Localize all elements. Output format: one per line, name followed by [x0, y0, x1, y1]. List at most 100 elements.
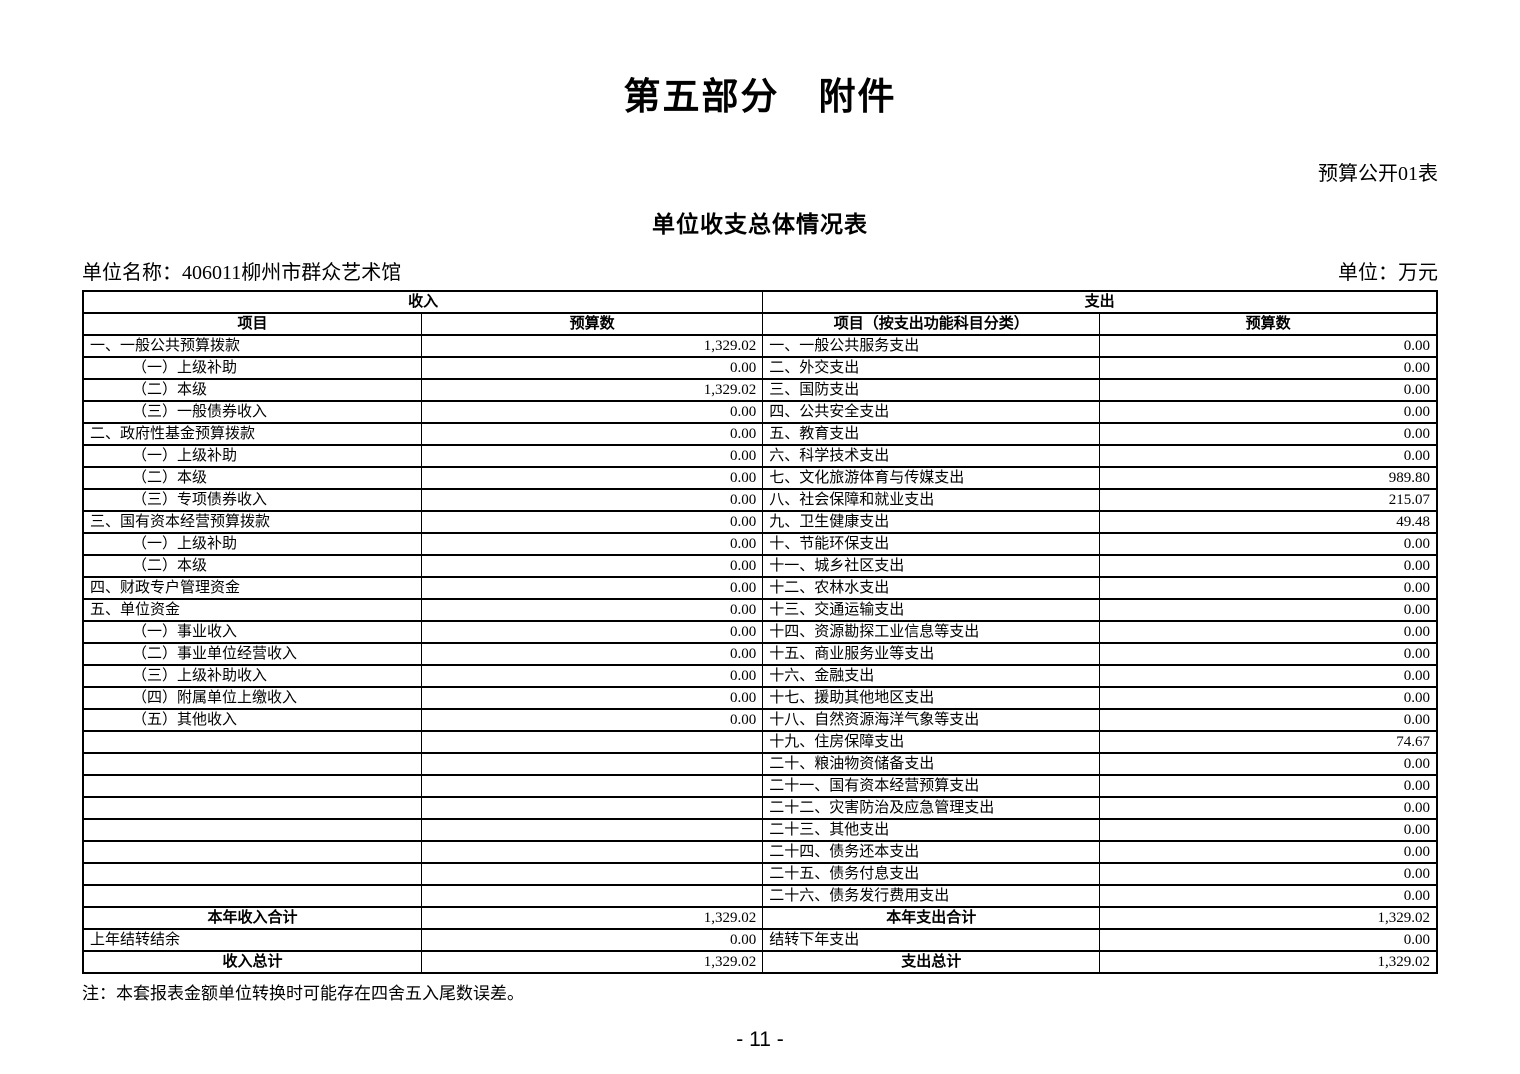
expense-value-cell: 0.00 [1099, 642, 1438, 666]
section-header-row: 收入 支出 [82, 290, 1438, 314]
sheet-number-label: 预算公开01表 [1318, 163, 1438, 185]
income-item-cell: （二）本级 [82, 554, 422, 578]
footnote: 注：本套报表金额单位转换时可能存在四舍五入尾数误差。 [82, 984, 524, 1003]
table-row: （二）本级 1,329.02 三、国防支出 0.00 [82, 378, 1438, 402]
expense-value-cell: 0.00 [1099, 620, 1438, 644]
currency-unit-label: 单位：万元 [1338, 262, 1438, 284]
expense-item-cell: 五、教育支出 [762, 422, 1101, 446]
table-title: 单位收支总体情况表 [652, 212, 868, 237]
budget-table-container: 收入 支出 项目 预算数 项目（按支出功能科目分类） 预算数 一、一般公共预算拨… [82, 290, 1438, 1004]
income-value-cell: 0.00 [420, 598, 764, 622]
expense-value-cell: 0.00 [1099, 884, 1438, 908]
expense-item-cell: 二、外交支出 [762, 356, 1101, 380]
expense-item-cell: 十六、金融支出 [762, 664, 1101, 688]
table-row: 二十二、灾害防治及应急管理支出 0.00 [82, 796, 1438, 820]
income-value-cell: 0.00 [420, 664, 764, 688]
income-value-cell [420, 818, 764, 842]
expense-item-cell: 四、公共安全支出 [762, 400, 1101, 424]
table-row: （四）附属单位上缴收入 0.00 十七、援助其他地区支出 0.00 [82, 686, 1438, 710]
income-item-cell [82, 862, 422, 886]
expense-value-cell: 49.48 [1099, 510, 1438, 534]
expense-item-cell: 结转下年支出 [762, 928, 1101, 952]
expense-item-cell: 二十四、债务还本支出 [762, 840, 1101, 864]
expense-item-cell: 支出总计 [762, 950, 1101, 974]
expense-item-cell: 十、节能环保支出 [762, 532, 1101, 556]
table-row: （一）上级补助 0.00 六、科学技术支出 0.00 [82, 444, 1438, 468]
table-row: （一）事业收入 0.00 十四、资源勘探工业信息等支出 0.00 [82, 620, 1438, 644]
income-value-cell [420, 796, 764, 820]
table-row: 一、一般公共预算拨款 1,329.02 一、一般公共服务支出 0.00 [82, 334, 1438, 358]
expense-item-cell: 八、社会保障和就业支出 [762, 488, 1101, 512]
income-item-column-header: 项目 [82, 312, 422, 336]
income-item-cell: （二）本级 [82, 378, 422, 402]
income-value-cell: 0.00 [420, 422, 764, 446]
expense-item-column-header: 项目（按支出功能科目分类） [762, 312, 1101, 336]
income-item-cell: （三）上级补助收入 [82, 664, 422, 688]
income-item-cell: （一）上级补助 [82, 444, 422, 468]
expense-item-cell: 六、科学技术支出 [762, 444, 1101, 468]
income-value-cell: 0.00 [420, 444, 764, 468]
expense-item-cell: 二十一、国有资本经营预算支出 [762, 774, 1101, 798]
expense-item-cell: 二十五、债务付息支出 [762, 862, 1101, 886]
expense-item-cell: 十三、交通运输支出 [762, 598, 1101, 622]
income-value-cell: 0.00 [420, 510, 764, 534]
income-item-cell: 上年结转结余 [82, 928, 422, 952]
income-item-cell [82, 884, 422, 908]
expense-section-header: 支出 [762, 290, 1438, 314]
summary-row: 上年结转结余 0.00 结转下年支出 0.00 [82, 928, 1438, 952]
expense-item-cell: 十五、商业服务业等支出 [762, 642, 1101, 666]
income-value-cell [420, 862, 764, 886]
income-value-cell: 0.00 [420, 686, 764, 710]
expense-item-cell: 二十三、其他支出 [762, 818, 1101, 842]
income-value-column-header: 预算数 [420, 312, 764, 336]
income-item-cell: 四、财政专户管理资金 [82, 576, 422, 600]
income-value-cell: 0.00 [420, 532, 764, 556]
income-section-header: 收入 [82, 290, 764, 314]
expense-value-cell: 0.00 [1099, 356, 1438, 380]
expense-value-cell: 0.00 [1099, 422, 1438, 446]
expense-item-cell: 本年支出合计 [762, 906, 1101, 930]
income-value-cell: 0.00 [420, 576, 764, 600]
expense-value-cell: 1,329.02 [1099, 906, 1438, 930]
income-value-cell: 0.00 [420, 928, 764, 952]
expense-value-cell: 0.00 [1099, 928, 1438, 952]
income-item-cell: 五、单位资金 [82, 598, 422, 622]
expense-item-cell: 一、一般公共服务支出 [762, 334, 1101, 358]
expense-value-cell: 0.00 [1099, 400, 1438, 424]
unit-info-row: 单位名称：406011柳州市群众艺术馆 单位：万元 [82, 256, 1438, 285]
income-value-cell: 0.00 [420, 554, 764, 578]
income-value-cell [420, 752, 764, 776]
expense-value-cell: 74.67 [1099, 730, 1438, 754]
income-item-cell: （三）一般债券收入 [82, 400, 422, 424]
expense-value-cell: 0.00 [1099, 576, 1438, 600]
table-row: （二）本级 0.00 十一、城乡社区支出 0.00 [82, 554, 1438, 578]
expense-value-cell: 0.00 [1099, 334, 1438, 358]
expense-value-cell: 0.00 [1099, 444, 1438, 468]
income-item-cell: （二）本级 [82, 466, 422, 490]
income-item-cell: 本年收入合计 [82, 906, 422, 930]
income-item-cell: （二）事业单位经营收入 [82, 642, 422, 666]
table-row: 二十一、国有资本经营预算支出 0.00 [82, 774, 1438, 798]
expense-value-cell: 0.00 [1099, 554, 1438, 578]
expense-item-cell: 二十、粮油物资储备支出 [762, 752, 1101, 776]
income-item-cell [82, 840, 422, 864]
budget-table-body: 一、一般公共预算拨款 1,329.02 一、一般公共服务支出 0.00 （一）上级补助 0… [82, 334, 1438, 974]
income-value-cell [420, 884, 764, 908]
expense-value-cell: 0.00 [1099, 708, 1438, 732]
budget-table: 收入 支出 项目 预算数 项目（按支出功能科目分类） 预算数 一、一般公共预算拨… [82, 290, 1438, 974]
expense-item-cell: 十二、农林水支出 [762, 576, 1101, 600]
expense-value-cell: 0.00 [1099, 664, 1438, 688]
table-row: （三）上级补助收入 0.00 十六、金融支出 0.00 [82, 664, 1438, 688]
income-value-cell: 1,329.02 [420, 950, 764, 974]
table-row: （五）其他收入 0.00 十八、自然资源海洋气象等支出 0.00 [82, 708, 1438, 732]
income-item-cell: 收入总计 [82, 950, 422, 974]
table-row: 五、单位资金 0.00 十三、交通运输支出 0.00 [82, 598, 1438, 622]
income-item-cell: 一、一般公共预算拨款 [82, 334, 422, 358]
table-row: 二十六、债务发行费用支出 0.00 [82, 884, 1438, 908]
expense-value-cell: 0.00 [1099, 862, 1438, 886]
expense-value-cell: 0.00 [1099, 840, 1438, 864]
income-item-cell: （五）其他收入 [82, 708, 422, 732]
table-row: 二、政府性基金预算拨款 0.00 五、教育支出 0.00 [82, 422, 1438, 446]
expense-item-cell: 七、文化旅游体育与传媒支出 [762, 466, 1101, 490]
